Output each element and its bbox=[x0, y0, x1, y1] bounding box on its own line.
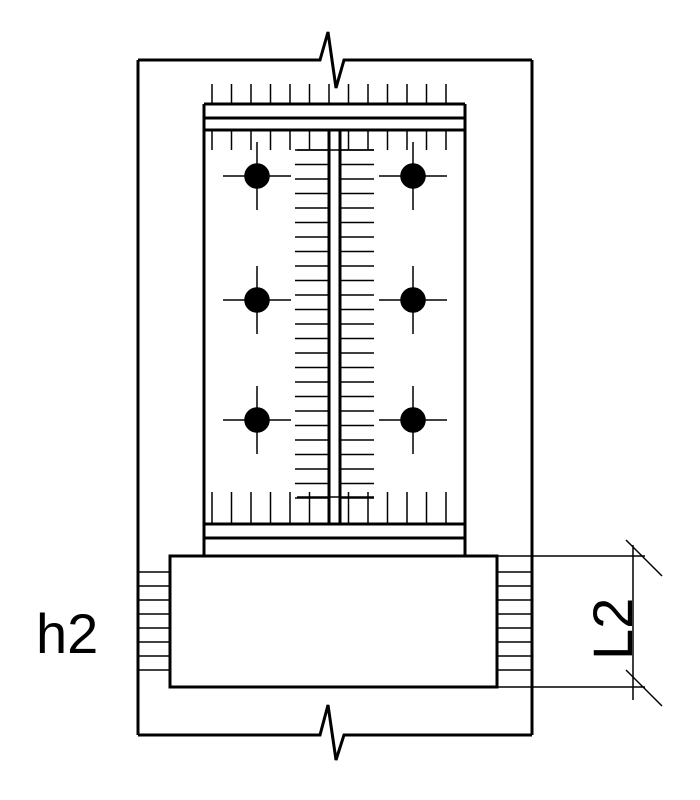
anchor-bolt bbox=[223, 386, 291, 454]
bolt-head bbox=[244, 287, 270, 313]
bottom-break-line bbox=[138, 704, 532, 761]
bolt-head bbox=[400, 287, 426, 313]
bolt-head bbox=[400, 407, 426, 433]
web-weld-ticks bbox=[295, 149, 374, 499]
bolt-head bbox=[244, 163, 270, 189]
anchor-bolt bbox=[379, 386, 447, 454]
base-plate-assembly bbox=[139, 554, 531, 689]
anchor-bolts bbox=[223, 142, 447, 454]
bolt-head bbox=[400, 163, 426, 189]
anchor-bolt bbox=[379, 266, 447, 334]
anchor-bolt bbox=[223, 266, 291, 334]
top-break-line bbox=[138, 31, 532, 89]
anchor-bolt bbox=[379, 142, 447, 210]
tick-bottom bbox=[625, 669, 663, 707]
bottom-weld-ticks bbox=[211, 492, 447, 524]
base-plate bbox=[168, 554, 499, 689]
bolt-head bbox=[244, 407, 270, 433]
label-h2: h2 bbox=[36, 602, 98, 665]
concrete-column-outline bbox=[136, 31, 534, 761]
dimension-l2 bbox=[497, 539, 663, 707]
steel-column bbox=[202, 104, 467, 556]
top-weld-ticks bbox=[204, 84, 465, 150]
right-grout-hatch bbox=[497, 571, 531, 671]
label-l2: L2 bbox=[581, 598, 644, 660]
left-grout-hatch bbox=[139, 571, 170, 671]
anchor-bolt bbox=[223, 142, 291, 210]
tick-top bbox=[625, 539, 663, 577]
